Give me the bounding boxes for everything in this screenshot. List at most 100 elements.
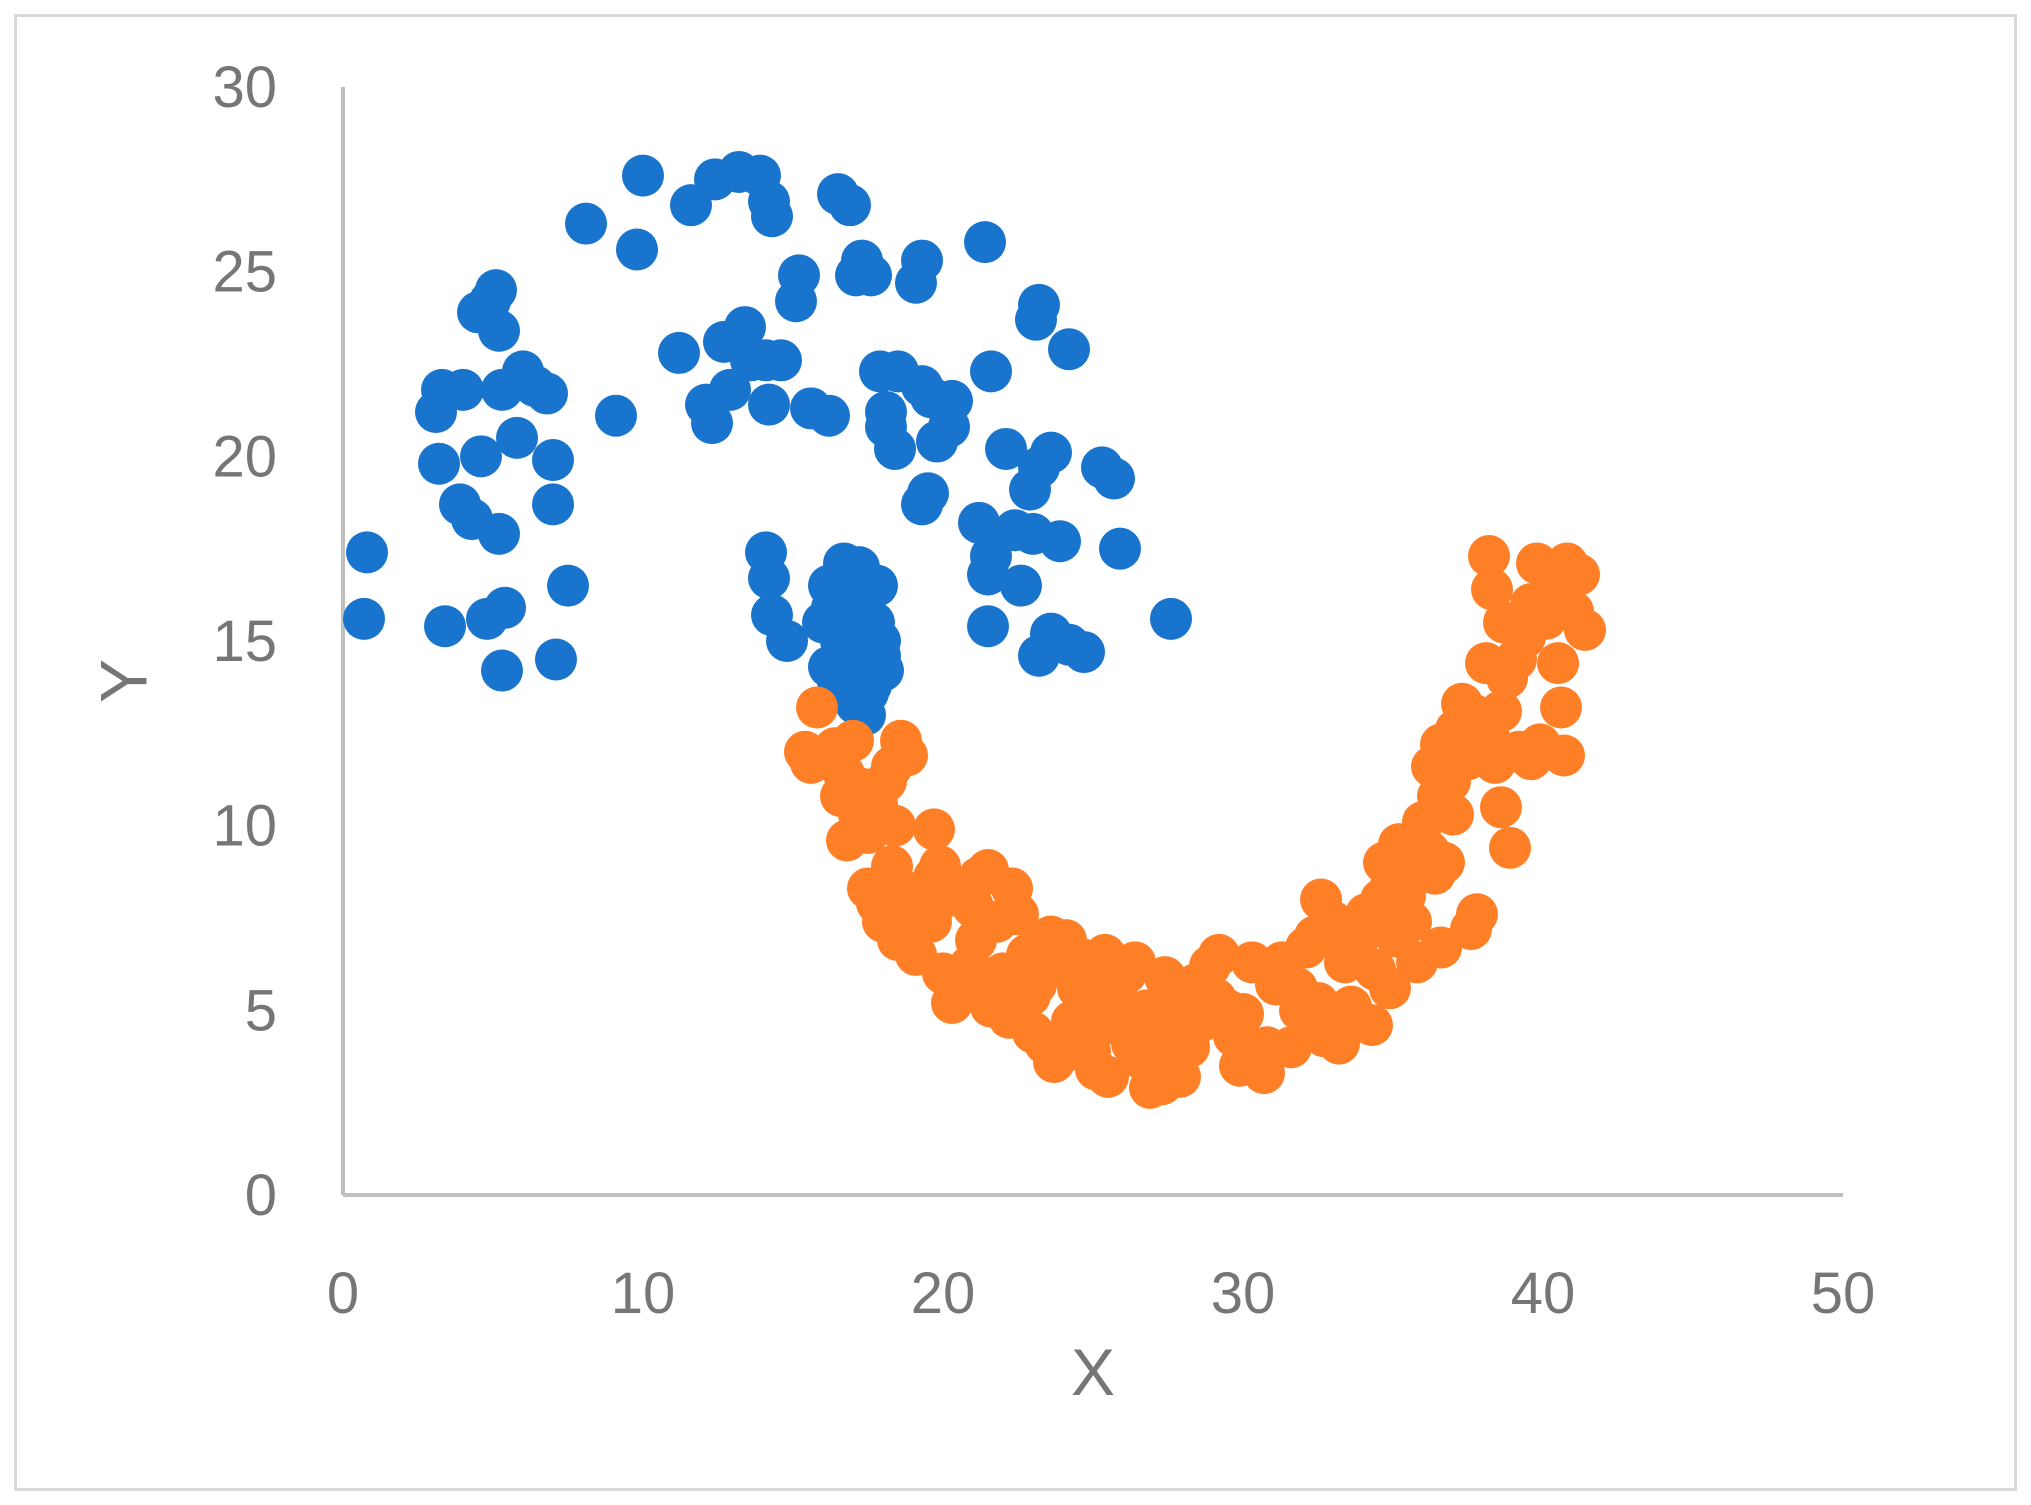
data-point — [1099, 527, 1141, 570]
data-point — [1195, 978, 1237, 1021]
data-point — [1537, 642, 1579, 685]
data-point — [748, 557, 790, 600]
data-point — [865, 405, 907, 448]
data-point — [928, 405, 970, 448]
y-tick-labels: 0 5 10 15 20 25 30 — [212, 55, 277, 1228]
chart-frame: 0 5 10 15 20 25 30 0 10 20 30 40 50 X Y — [14, 14, 2017, 1491]
data-point — [1102, 996, 1144, 1039]
data-point — [1327, 908, 1369, 951]
data-point — [475, 269, 517, 312]
data-point — [1048, 328, 1090, 371]
data-point — [346, 531, 388, 574]
data-point — [442, 368, 484, 411]
data-points — [343, 150, 1606, 1109]
data-point — [967, 605, 1009, 648]
data-point — [1093, 457, 1135, 500]
data-point — [829, 184, 871, 227]
x-tick-label: 10 — [611, 1261, 676, 1326]
data-point — [1276, 967, 1318, 1010]
data-point — [1411, 745, 1453, 788]
data-point — [874, 804, 916, 847]
series-1 — [343, 150, 1192, 736]
data-point — [985, 427, 1027, 470]
data-point — [958, 501, 1000, 544]
y-tick-label: 5 — [245, 978, 277, 1043]
data-point — [724, 306, 766, 349]
data-point — [1198, 933, 1240, 976]
data-point — [766, 620, 808, 662]
x-tick-labels: 0 10 20 30 40 50 — [327, 1261, 1875, 1326]
y-tick-label: 15 — [212, 609, 277, 674]
data-point — [748, 383, 790, 426]
data-point — [751, 195, 793, 238]
data-point — [1009, 974, 1051, 1017]
data-point — [484, 586, 526, 629]
data-point — [1546, 542, 1588, 585]
data-point — [1369, 867, 1411, 910]
data-point — [796, 686, 838, 729]
data-point — [565, 202, 607, 245]
data-point — [1423, 841, 1465, 884]
data-point — [967, 553, 1009, 596]
data-point — [1510, 738, 1552, 781]
data-point — [859, 634, 901, 677]
data-point — [1420, 926, 1462, 969]
x-tick-label: 40 — [1511, 1261, 1576, 1326]
data-point — [970, 350, 1012, 393]
data-point — [418, 442, 460, 485]
data-point — [913, 856, 955, 899]
data-point — [997, 893, 1039, 936]
y-tick-label: 10 — [212, 794, 277, 859]
axes — [341, 87, 1843, 1197]
data-point — [709, 368, 751, 411]
y-tick-label: 30 — [212, 55, 277, 120]
data-point — [775, 280, 817, 323]
data-point — [1480, 786, 1522, 829]
data-point — [871, 745, 913, 788]
data-point — [1564, 608, 1606, 651]
data-point — [1015, 298, 1057, 341]
data-point — [1000, 564, 1042, 607]
data-point — [1456, 893, 1498, 936]
data-point — [1150, 597, 1192, 640]
data-point — [1270, 1026, 1312, 1069]
x-tick-label: 50 — [1811, 1261, 1876, 1326]
data-point — [532, 483, 574, 526]
data-point — [1153, 1004, 1195, 1047]
data-point — [478, 512, 520, 555]
data-point — [1351, 1004, 1393, 1047]
data-point — [526, 372, 568, 415]
data-point — [616, 228, 658, 271]
y-axis-title: Y — [86, 659, 160, 703]
data-point — [832, 719, 874, 762]
data-point — [808, 394, 850, 437]
series-2 — [784, 535, 1606, 1109]
data-point — [343, 597, 385, 640]
data-point — [1468, 535, 1510, 578]
data-point — [481, 649, 523, 692]
data-point — [760, 339, 802, 382]
data-point — [1471, 568, 1513, 611]
data-point — [622, 154, 664, 197]
data-point — [901, 483, 943, 526]
data-point — [535, 638, 577, 681]
data-point — [1390, 900, 1432, 943]
data-point — [1318, 1022, 1360, 1065]
data-point — [850, 254, 892, 297]
data-point — [964, 221, 1006, 264]
data-point — [496, 416, 538, 459]
data-point — [595, 394, 637, 437]
y-tick-label: 0 — [245, 1163, 277, 1228]
x-axis-title: X — [1071, 1335, 1115, 1409]
data-point — [532, 439, 574, 482]
data-point — [1543, 734, 1585, 777]
data-point — [1480, 690, 1522, 733]
data-point — [658, 331, 700, 374]
data-point — [1045, 919, 1087, 962]
data-point — [871, 845, 913, 888]
data-point — [1030, 431, 1072, 474]
data-point — [901, 239, 943, 282]
y-tick-label: 20 — [212, 424, 277, 489]
data-point — [1069, 1029, 1111, 1072]
data-point — [913, 808, 955, 851]
